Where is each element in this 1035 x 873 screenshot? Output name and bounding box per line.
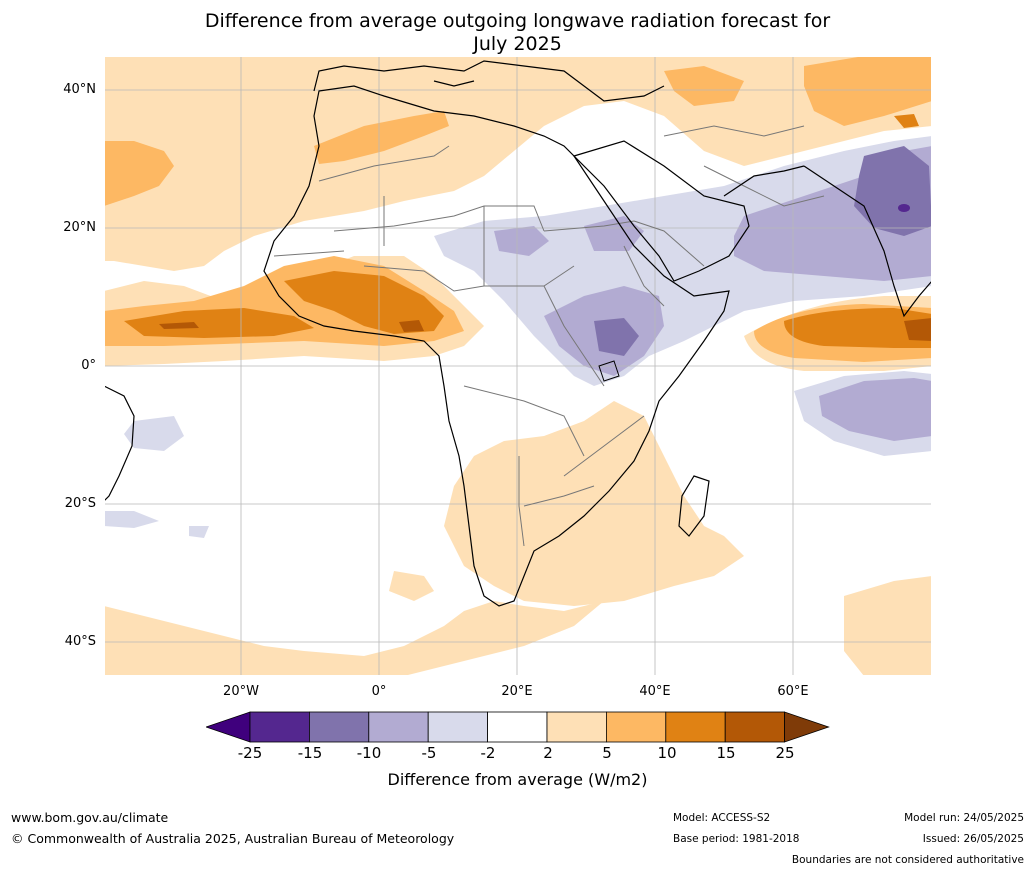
- title-line-2: July 2025: [473, 33, 562, 55]
- colorbar-tick: 5: [602, 744, 612, 762]
- colorbar-tick: 10: [657, 744, 677, 762]
- colorbar-tick: -15: [297, 744, 323, 762]
- map-panel: [104, 56, 932, 676]
- anomaly-dark-orange: [124, 114, 932, 348]
- colorbar-extend-low: [206, 711, 251, 743]
- colorbar: [206, 711, 830, 743]
- colorbar-tick: -25: [237, 744, 263, 762]
- lat-label-40s: 40°S: [64, 634, 96, 649]
- lat-label-0: 0°: [81, 358, 96, 373]
- issued-text: Issued: 26/05/2025: [922, 833, 1024, 845]
- gridlines: [104, 56, 932, 676]
- colorbar-cell: [487, 711, 548, 743]
- colorbar-tick: 25: [775, 744, 795, 762]
- website-link[interactable]: www.bom.gov.au/climate: [11, 810, 169, 825]
- lon-label-20e: 20°E: [501, 684, 533, 699]
- anomaly-brown: [159, 318, 932, 341]
- lake-victoria: [598, 360, 620, 382]
- lat-label-40n: 40°N: [63, 82, 96, 97]
- colorbar-cell: [724, 711, 786, 743]
- colorbar-tick: 15: [716, 744, 736, 762]
- colorbar-cell: [427, 711, 488, 743]
- coastlines: [104, 60, 932, 607]
- colorbar-cell: [546, 711, 607, 743]
- model-text: Model: ACCESS-S2: [673, 812, 771, 824]
- colorbar-tick: -10: [356, 744, 382, 762]
- colorbar-cell: [368, 711, 429, 743]
- copyright-text: © Commonwealth of Australia 2025, Austra…: [11, 831, 455, 846]
- lat-label-20n: 20°N: [63, 220, 96, 235]
- map-canvas: [104, 56, 932, 676]
- lon-label-40e: 40°E: [639, 684, 671, 699]
- colorbar-title: Difference from average (W/m2): [387, 770, 648, 789]
- disclaimer-text: Boundaries are not considered authoritat…: [791, 854, 1024, 866]
- anomaly-deep-purple: [898, 204, 910, 212]
- lat-label-20s: 20°S: [64, 496, 96, 511]
- title-line-1: Difference from average outgoing longwav…: [204, 10, 831, 32]
- base-period-text: Base period: 1981-2018: [673, 833, 800, 845]
- lon-label-0: 0°: [371, 684, 387, 699]
- lon-label-60e: 60°E: [777, 684, 809, 699]
- colorbar-cell: [249, 711, 310, 743]
- colorbar-cell: [665, 711, 726, 743]
- colorbar-cell: [605, 711, 667, 743]
- model-run-text: Model run: 24/05/2025: [904, 812, 1024, 824]
- colorbar-tick: -2: [480, 744, 496, 762]
- colorbar-tick: 2: [543, 744, 553, 762]
- map-frame: [104, 56, 932, 676]
- map-title: Difference from average outgoing longwav…: [0, 10, 1035, 56]
- anomaly-dark-purple: [594, 146, 932, 356]
- country-borders: [273, 125, 825, 547]
- colorbar-cell: [309, 711, 370, 743]
- colorbar-tick: -5: [421, 744, 437, 762]
- lon-label-20w: 20°W: [223, 684, 259, 699]
- colorbar-extend-high: [784, 711, 830, 743]
